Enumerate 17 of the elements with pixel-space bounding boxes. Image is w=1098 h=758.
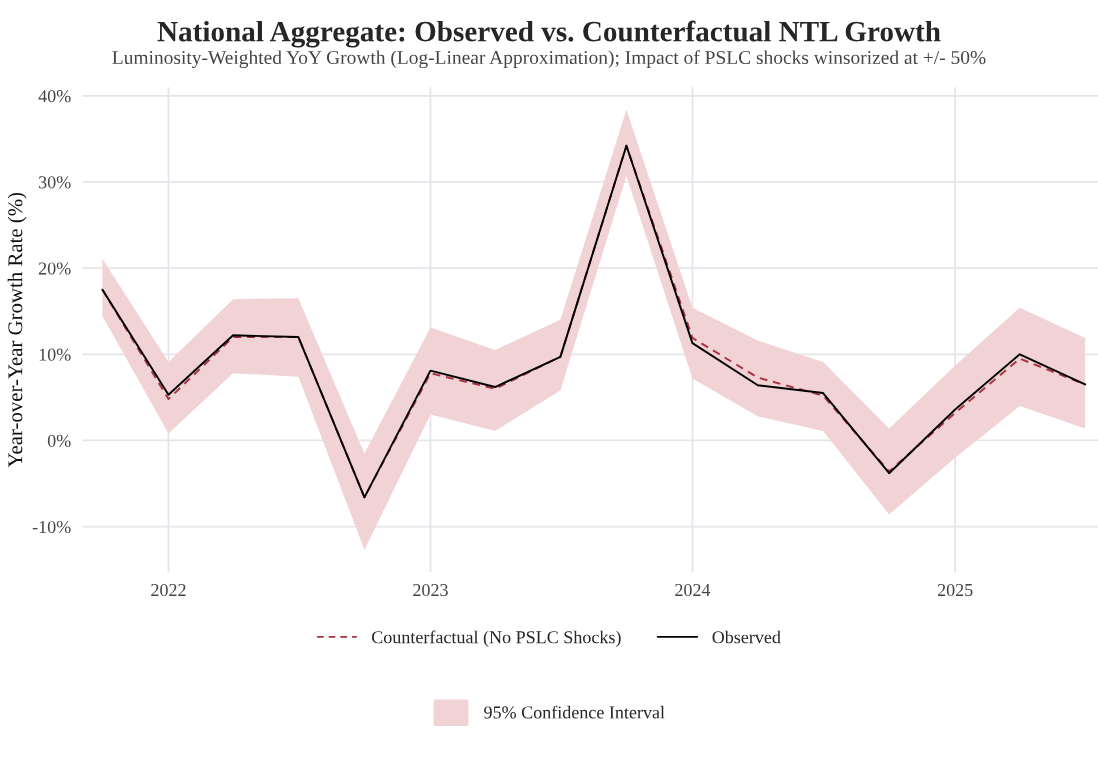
y-tick-label: 40% [38, 90, 71, 103]
line-series [101, 144, 1087, 499]
y-axis-title: Year-over-Year Growth Rate (%) [7, 192, 27, 468]
y-tick-label: 20% [38, 262, 71, 275]
x-tick-label: 2025 [937, 583, 973, 597]
x-tick-label: 2022 [151, 583, 186, 597]
y-tick-label: 0% [47, 434, 71, 447]
y-tick-label: 30% [39, 176, 71, 189]
chart-title: National Aggregate: Observed vs. Counterfactual NTL Growth [157, 20, 941, 48]
legend-label: Observed [712, 630, 781, 644]
y-tick-label: -10% [32, 520, 71, 534]
legend-label: Counterfactual (No PSLC Shocks) [371, 630, 621, 647]
x-tick-label: 2024 [675, 583, 711, 597]
chart-subtitle: Luminosity-Weighted YoY Growth (Log-Linear Approximation); Impact of PSLC shocks winsorized at +/- 50% [112, 50, 986, 69]
x-tick-label: 2023 [413, 583, 448, 597]
y-tick-label: 10% [39, 348, 71, 361]
text: 95% Confidence Interval [484, 705, 665, 719]
